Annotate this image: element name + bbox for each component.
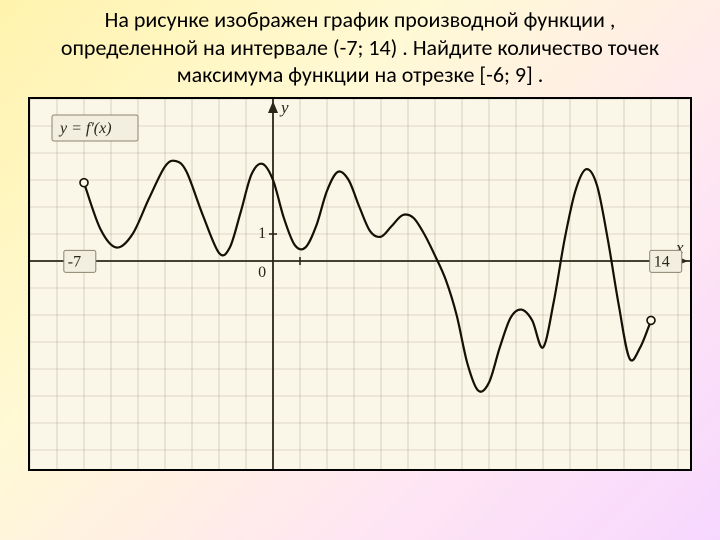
title-line-3: максимума функции на отрезке [-6; 9] . <box>177 61 544 88</box>
svg-text:y: y <box>279 99 289 117</box>
svg-text:-7: -7 <box>68 253 81 270</box>
slide: На рисунке изображен график производной … <box>0 0 720 540</box>
svg-text:y = f'(x): y = f'(x) <box>58 120 112 137</box>
svg-text:0: 0 <box>258 264 266 281</box>
svg-text:1: 1 <box>258 225 266 242</box>
chart-frame: yxy = f'(x)-71014 <box>28 97 692 471</box>
problem-text: На рисунке изображен график производной … <box>18 6 702 89</box>
title-line-1: На рисунке изображен график производной … <box>105 6 616 33</box>
derivative-chart: yxy = f'(x)-71014 <box>30 99 690 469</box>
title-line-2: определенной на интервале (-7; 14) . Най… <box>61 34 659 61</box>
svg-text:14: 14 <box>654 253 670 270</box>
